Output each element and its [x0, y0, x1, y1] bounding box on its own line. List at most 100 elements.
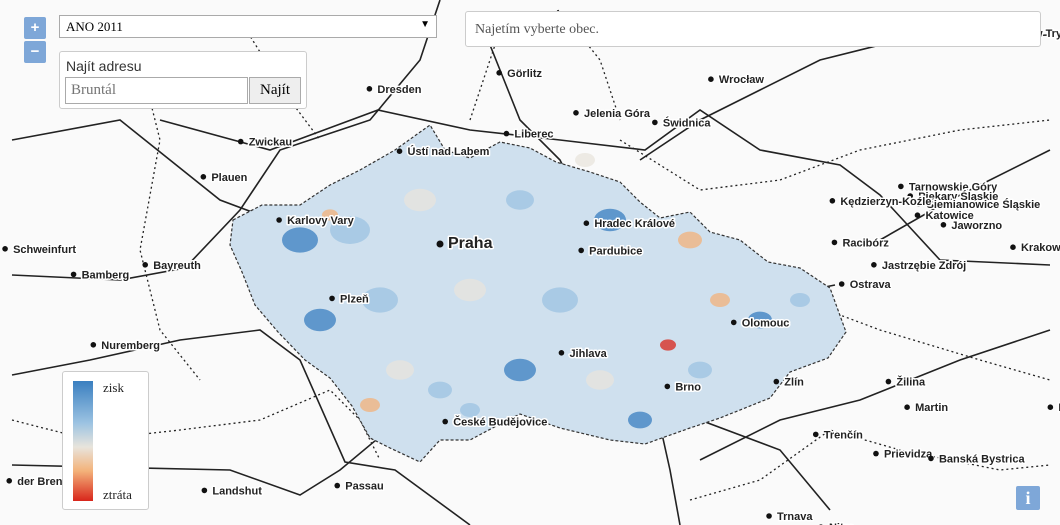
city-dot — [766, 513, 772, 519]
city-marker: Bamberg — [70, 268, 131, 283]
city-label: der Brenz — [17, 476, 68, 488]
city-marker: Schweinfurt — [2, 242, 78, 257]
city-marker: Plauen — [200, 170, 249, 185]
city-dot — [873, 450, 879, 457]
city-label: Dresden — [377, 84, 421, 96]
city-label: Kędzierzyn-Koźle — [840, 196, 931, 208]
city-dot — [940, 222, 947, 228]
city-dot — [329, 295, 335, 302]
city-marker: Piekary Śląskie — [907, 189, 1000, 205]
city-dot — [907, 193, 914, 199]
city-dot — [1010, 244, 1016, 250]
city-dot — [436, 240, 444, 248]
address-search-input[interactable] — [65, 77, 248, 104]
city-marker: Žilina — [885, 374, 928, 390]
city-marker: Jihlava — [558, 346, 609, 361]
city-label: Bamberg — [82, 269, 130, 281]
city-label: Katowice — [925, 210, 973, 222]
city-dot — [200, 174, 207, 180]
city-dot — [928, 455, 934, 462]
city-label: Piekary Śląskie — [918, 190, 998, 203]
municipality-patch — [454, 278, 486, 302]
city-label: Nitra — [829, 522, 855, 525]
city-label: Hradec Králové — [594, 218, 675, 230]
municipality-patch — [660, 339, 676, 351]
municipality-patch — [688, 361, 712, 379]
city-marker: Katowice — [914, 209, 975, 224]
city-marker: Banská Bystrica — [928, 452, 1027, 467]
municipality-info-box: Najetím vyberte obec. — [465, 11, 1041, 47]
municipality-patch — [575, 153, 595, 167]
city-dot — [334, 482, 341, 489]
chevron-down-icon: ▼ — [420, 19, 430, 30]
zoom-out-button[interactable]: − — [24, 41, 46, 63]
municipality-patch — [460, 403, 480, 417]
city-dot — [442, 418, 448, 425]
city-label: Jelenia Góra — [584, 108, 651, 120]
city-marker: Zlín — [773, 375, 806, 390]
search-title: Najít adresu — [66, 58, 142, 74]
legend-label-gain: zisk — [103, 380, 124, 395]
city-label: Bayreuth — [153, 260, 201, 272]
city-marker: Zwickau — [237, 135, 294, 150]
address-search-panel: Najít adresu Najít — [59, 51, 307, 109]
city-marker: Trenčín — [812, 428, 865, 443]
city-label: Wrocław — [719, 74, 764, 86]
czech-republic-choropleth[interactable] — [229, 124, 847, 463]
city-label: Zlín — [784, 377, 804, 389]
city-label: Trenčín — [824, 429, 863, 441]
city-dot — [904, 404, 910, 411]
city-marker: Martin — [904, 401, 950, 416]
city-marker: Prievidza — [873, 447, 935, 462]
search-button[interactable]: Najít — [249, 77, 301, 104]
legend-label-loss: ztráta — [103, 487, 132, 502]
info-button[interactable]: i — [1016, 486, 1040, 510]
municipality-patch — [506, 190, 534, 210]
city-label: Plzeň — [340, 293, 369, 305]
city-dot — [829, 198, 836, 204]
city-label: Žilina — [896, 376, 926, 389]
city-dot — [2, 246, 8, 252]
city-marker: Passau — [334, 479, 385, 494]
city-dot — [366, 86, 373, 92]
city-label: Nuremberg — [101, 340, 160, 352]
city-dot — [70, 271, 77, 278]
city-dot — [885, 378, 892, 385]
city-label: Brno — [675, 381, 701, 393]
municipality-patch — [330, 216, 370, 244]
municipality-patch — [542, 287, 578, 313]
city-marker: Nuremberg — [90, 338, 161, 353]
municipality-patch — [360, 398, 380, 412]
city-label: Görlitz — [507, 68, 542, 80]
city-label: Poprad — [1058, 402, 1060, 414]
city-dot — [773, 378, 780, 385]
city-label: Schweinfurt — [13, 244, 76, 256]
city-marker: Siemianowice Śląskie — [915, 197, 1042, 213]
city-dot — [831, 239, 838, 246]
city-marker: Poprad — [1047, 401, 1060, 416]
city-marker: Ostrava — [838, 278, 893, 293]
city-marker: Hradec Králové — [583, 217, 677, 232]
zoom-in-button[interactable]: + — [24, 17, 46, 39]
city-marker: Liberec — [503, 127, 555, 142]
city-dot — [6, 478, 13, 484]
city-label: Jihlava — [569, 348, 607, 360]
municipality-patch — [790, 293, 810, 307]
city-dot — [898, 183, 904, 190]
city-dot — [237, 138, 244, 145]
city-dot — [558, 350, 565, 356]
municipality-patch — [404, 188, 436, 212]
municipality-patch — [586, 370, 614, 390]
city-label: Trnava — [777, 511, 813, 523]
city-marker: Racibórz — [831, 236, 891, 251]
city-marker: Ústí nad Labem — [396, 144, 491, 160]
city-dot — [142, 262, 149, 268]
party-select[interactable]: ANO 2011 ▼ — [59, 15, 437, 38]
city-label: Olomouc — [742, 317, 790, 329]
city-label: Prievidza — [884, 449, 933, 461]
city-dot — [914, 212, 921, 218]
city-label: Landshut — [212, 485, 262, 497]
